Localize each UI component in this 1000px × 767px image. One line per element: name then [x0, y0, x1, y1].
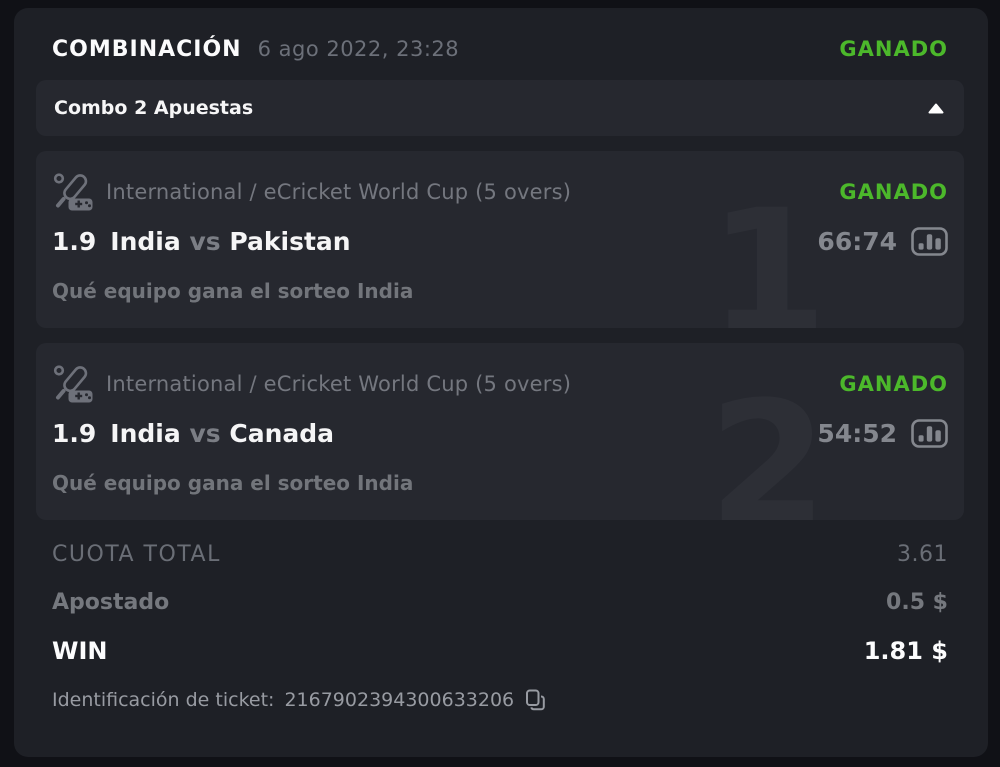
league-label: International / eCricket World Cup (5 ov… [106, 180, 572, 204]
win-value: 1.81 $ [863, 637, 948, 665]
bet-card-1: 1 International [36, 151, 964, 328]
stats-icon[interactable] [911, 226, 948, 256]
combo-collapse-bar[interactable]: Combo 2 Apuestas [36, 80, 964, 136]
ecricket-icon [52, 364, 94, 404]
match-score: 54:52 [817, 418, 897, 448]
odds-value: 1.9 [52, 226, 97, 256]
bet-1-header: International / eCricket World Cup (5 ov… [52, 172, 948, 212]
bet-2-header: International / eCricket World Cup (5 ov… [52, 364, 948, 404]
ticket-id-label: Identificación de ticket: [52, 689, 275, 711]
odds-value: 1.9 [52, 418, 97, 448]
bet-2-main-row: 1.9 India vs Canada 54:52 [52, 413, 948, 453]
stake-row: Apostado 0.5 $ [52, 588, 948, 616]
match-title: India vs Pakistan [110, 227, 350, 256]
ticket-date: 6 ago 2022, 23:28 [257, 37, 460, 61]
bet-1-main-row: 1.9 India vs Pakistan 66:74 [52, 221, 948, 261]
chevron-up-icon[interactable] [928, 103, 944, 114]
ticket-header: COMBINACIÓN 6 ago 2022, 23:28 GANADO [36, 18, 964, 80]
ticket-type-label: COMBINACIÓN [52, 36, 242, 62]
bet-2-status-badge: GANADO [839, 372, 948, 396]
ecricket-icon [52, 172, 94, 212]
match-score: 66:74 [817, 226, 897, 256]
stats-icon[interactable] [911, 418, 948, 448]
vs-separator: vs [189, 418, 221, 448]
ticket-id-row: Identificación de ticket: 21679023943006… [52, 688, 948, 712]
stake-value: 0.5 $ [886, 589, 948, 615]
combo-label: Combo 2 Apuestas [54, 97, 254, 119]
market-description: Qué equipo gana el sorteo India [52, 471, 414, 495]
ticket-id-value: 2167902394300633206 [284, 689, 515, 711]
vs-separator: vs [189, 226, 221, 256]
market-description: Qué equipo gana el sorteo India [52, 279, 414, 303]
away-team: Pakistan [229, 226, 351, 256]
match-title: India vs Canada [110, 419, 334, 448]
win-row: WIN 1.81 $ [52, 636, 948, 666]
total-odds-label: CUOTA TOTAL [52, 541, 221, 567]
copy-icon[interactable] [524, 688, 546, 712]
away-team: Canada [229, 418, 335, 448]
bet-card-2: 2 International [36, 343, 964, 520]
home-team: India [110, 226, 181, 256]
stake-label: Apostado [52, 589, 170, 615]
totals-section: CUOTA TOTAL 3.61 Apostado 0.5 $ WIN 1.81… [36, 540, 964, 712]
home-team: India [110, 418, 181, 448]
total-odds-value: 3.61 [897, 541, 948, 567]
total-odds-row: CUOTA TOTAL 3.61 [52, 540, 948, 568]
bet-ticket-panel: COMBINACIÓN 6 ago 2022, 23:28 GANADO Com… [14, 8, 988, 757]
league-label: International / eCricket World Cup (5 ov… [106, 372, 572, 396]
win-label: WIN [52, 637, 108, 665]
ticket-status-badge: GANADO [839, 37, 948, 61]
bet-1-status-badge: GANADO [839, 180, 948, 204]
